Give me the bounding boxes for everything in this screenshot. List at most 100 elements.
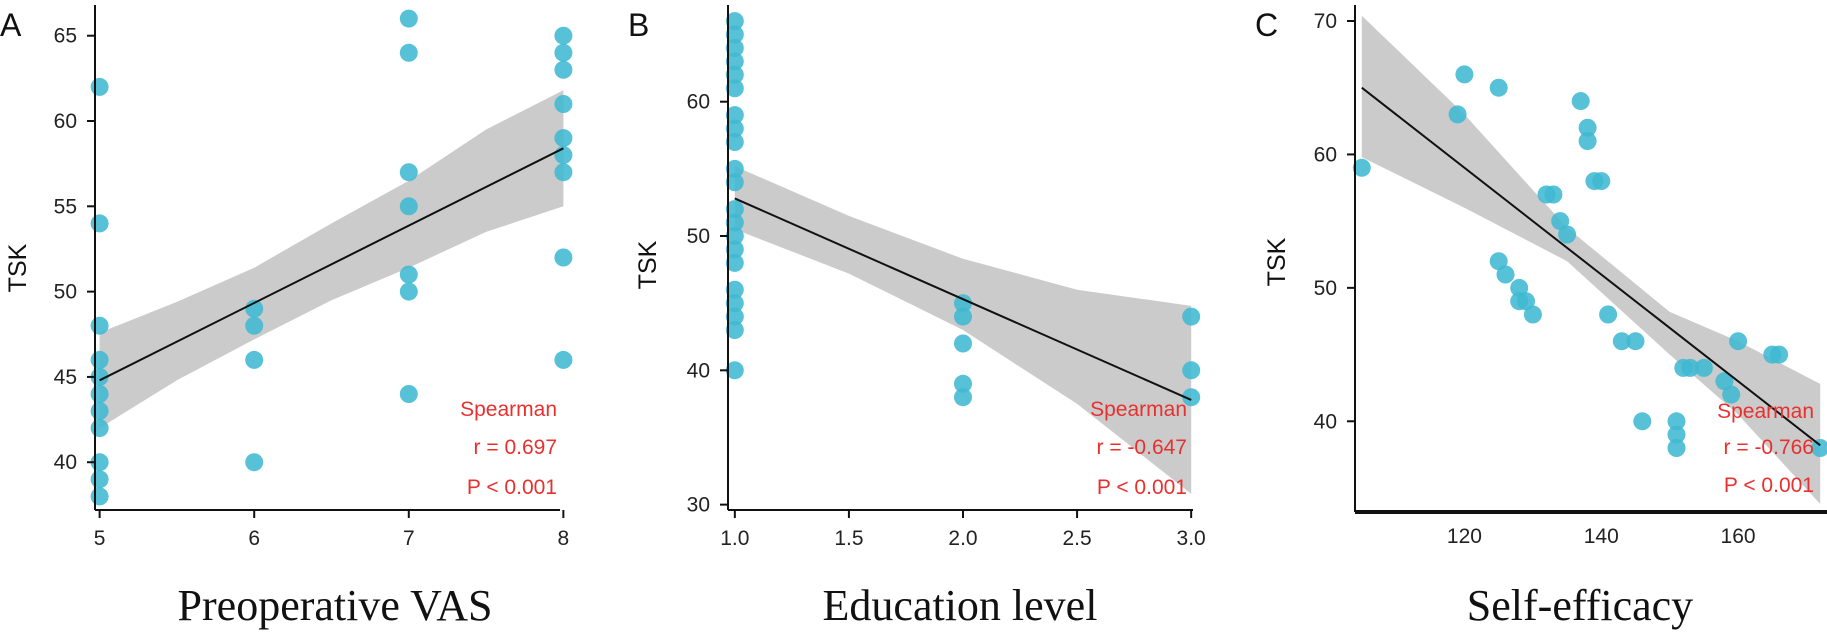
y-tick-label: 70: [1314, 10, 1337, 33]
data-point: [1489, 78, 1508, 97]
data-point: [1667, 439, 1686, 457]
y-tick-label: 55: [54, 195, 77, 218]
regression-line: [1361, 86, 1821, 447]
y-axis-title: TSK: [1263, 237, 1291, 286]
data-point: [725, 119, 744, 138]
data-point: [245, 350, 264, 369]
panel-a: 40 45 50 55 60 65 5 6 7 8 A TSK Preoperative VAS Spea…: [0, 5, 573, 630]
data-point: [725, 159, 744, 178]
data-point: [1681, 358, 1700, 377]
data-point: [1558, 225, 1577, 244]
data-point: [725, 65, 744, 84]
y-tick-label: 30: [687, 494, 710, 517]
data-point: [725, 253, 744, 272]
y-tick-label: 40: [687, 359, 710, 382]
data-point: [1592, 172, 1611, 191]
annotation-p-value: P < 0.001: [467, 476, 557, 499]
y-axis-title: TSK: [4, 243, 32, 292]
data-point: [90, 487, 109, 506]
data-point: [1722, 385, 1741, 404]
regression-line: [734, 197, 1192, 401]
data-point: [725, 39, 744, 57]
data-point: [1352, 158, 1371, 177]
data-point: [1633, 412, 1652, 431]
annotation-p-value: P < 0.001: [1097, 476, 1187, 499]
data-point: [725, 133, 744, 151]
data-point: [1489, 252, 1508, 271]
data-point: [1571, 92, 1590, 111]
data-point: [554, 95, 573, 113]
data-point: [399, 265, 418, 284]
data-point: [399, 43, 418, 62]
data-point: [90, 470, 109, 489]
data-point: [725, 213, 744, 232]
data-point: [1715, 372, 1734, 391]
data-point: [1544, 185, 1563, 204]
x-tick-label: 2.5: [1062, 527, 1091, 550]
data-point: [1578, 118, 1597, 137]
data-point: [1517, 292, 1535, 311]
data-point: [90, 214, 109, 233]
data-point: [1667, 412, 1686, 431]
data-point: [725, 280, 744, 299]
data-point: [954, 307, 972, 326]
x-axis-title: Preoperative VAS: [178, 581, 493, 630]
data-point: [725, 307, 744, 326]
data-point: [90, 402, 109, 420]
panel-letter: C: [1255, 7, 1278, 43]
regression-line: [99, 147, 564, 382]
data-point: [725, 361, 744, 380]
data-point: [1694, 358, 1713, 377]
y-tick-label: 40: [54, 451, 77, 474]
data-point: [399, 282, 418, 301]
panel-b: 30 40 50 60 1.0 1.5 2.0 2.5 3.0 B TSK Education lev…: [628, 5, 1206, 630]
annotation-method: Spearman: [1717, 400, 1814, 423]
data-point: [725, 25, 744, 44]
x-tick-label: 2.0: [948, 527, 977, 550]
x-axis-title: Education level: [823, 581, 1098, 630]
data-point: [1667, 425, 1686, 444]
x-axis-title: Self-efficacy: [1467, 581, 1693, 630]
data-point: [1626, 332, 1645, 351]
data-point: [1551, 212, 1570, 231]
data-point: [1523, 305, 1542, 324]
x-tick-label: 7: [403, 527, 415, 550]
data-point: [954, 388, 972, 407]
x-tick-label: 1.5: [834, 527, 863, 550]
data-point: [1510, 278, 1529, 297]
data-point: [1182, 361, 1201, 380]
x-tick-label: 5: [94, 527, 106, 550]
data-point: [399, 163, 418, 182]
x-tick-label: 6: [248, 527, 260, 550]
x-tick-label: 3.0: [1177, 527, 1206, 550]
data-point: [1729, 332, 1748, 351]
data-point: [1455, 65, 1474, 84]
data-point: [554, 43, 573, 62]
data-point: [725, 240, 744, 259]
y-tick-label: 60: [1314, 143, 1337, 166]
data-point: [1448, 105, 1467, 124]
confidence-band: [1361, 15, 1821, 504]
confidence-band: [99, 90, 564, 429]
panel-c: 40 50 60 70 120 140 160 C TSK Self-efficacy Spearm…: [1255, 5, 1827, 630]
data-point: [1599, 305, 1618, 324]
data-point: [554, 129, 573, 148]
annotation-r-value: r = 0.697: [474, 436, 557, 459]
y-tick-label: 45: [54, 366, 77, 389]
data-point: [554, 60, 573, 79]
annotation-method: Spearman: [460, 398, 557, 421]
annotation-p-value: P < 0.001: [1724, 474, 1814, 497]
data-point: [245, 453, 264, 472]
x-tick-label: 160: [1721, 525, 1756, 548]
data-point: [1811, 439, 1827, 457]
y-tick-label: 50: [1314, 277, 1337, 300]
data-point: [725, 79, 744, 98]
panel-letter: A: [0, 7, 22, 43]
data-point: [554, 26, 573, 45]
x-tick-label: 140: [1584, 525, 1619, 548]
data-point: [90, 77, 109, 96]
data-point: [725, 52, 744, 71]
y-axis-title: TSK: [634, 240, 662, 289]
y-tick-label: 40: [1314, 410, 1337, 433]
data-point: [554, 248, 573, 267]
